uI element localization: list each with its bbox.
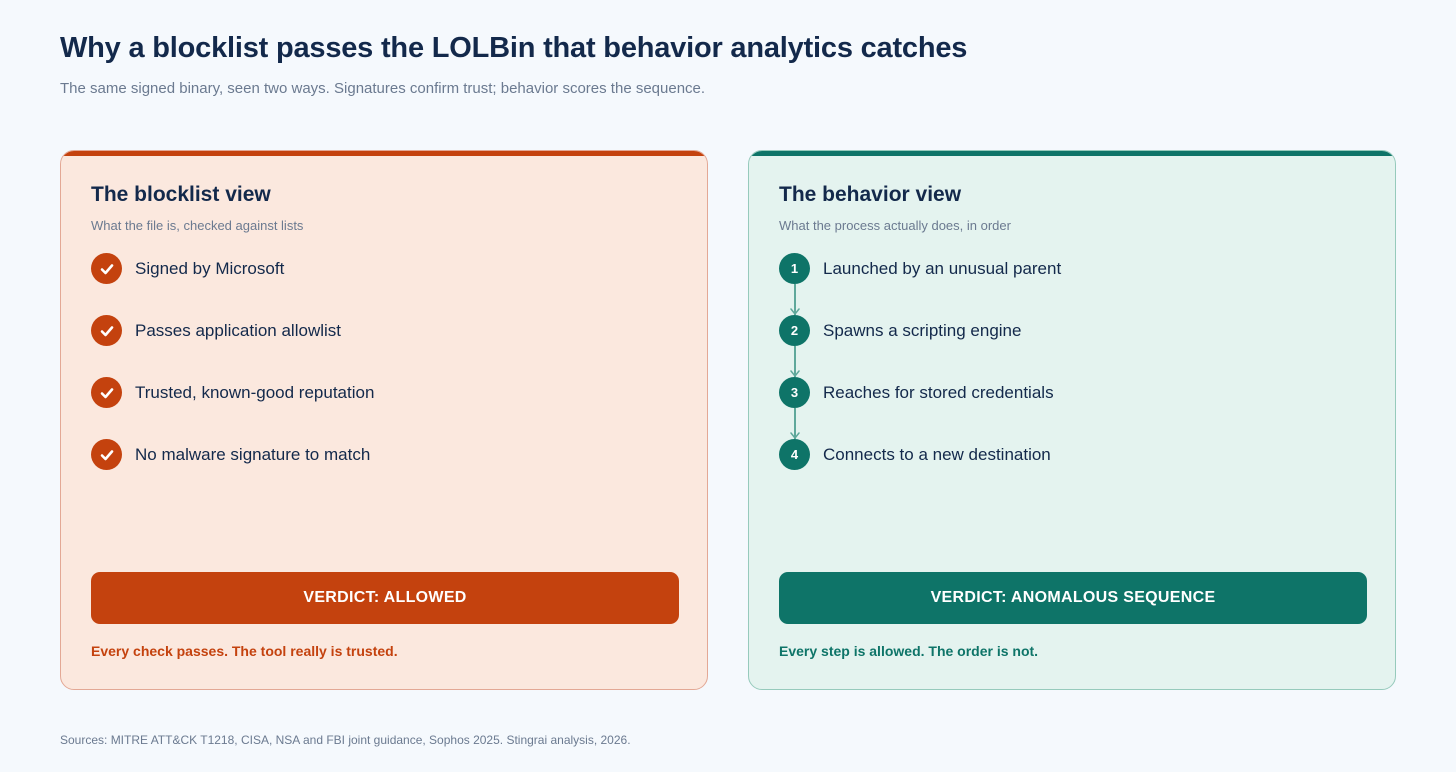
step-number-badge: 3 [779,377,810,408]
step-number-badge: 2 [779,315,810,346]
arrow-down-icon [790,308,800,315]
blocklist-check-label: Trusted, known-good reputation [135,383,375,402]
behavior-step-label: Reaches for stored credentials [823,383,1054,402]
blocklist-panel-subtitle: What the file is, checked against lists [91,218,304,233]
sources-footnote: Sources: MITRE ATT&CK T1218, CISA, NSA a… [60,733,631,747]
behavior-step-label: Connects to a new destination [823,445,1051,464]
blocklist-checks: Signed by Microsoft Passes application a… [91,253,671,501]
page-subtitle: The same signed binary, seen two ways. S… [60,80,706,97]
blocklist-check-item: Signed by Microsoft [91,253,671,315]
behavior-step-item: 4 Connects to a new destination [779,439,1359,501]
behavior-panel-title: The behavior view [779,183,962,206]
behavior-step-label: Spawns a scripting engine [823,321,1022,340]
page-title: Why a blocklist passes the LOLBin that b… [60,32,968,64]
blocklist-panel-title: The blocklist view [91,183,271,206]
behavior-verdict-note: Every step is allowed. The order is not. [779,643,1039,659]
step-connector-line [794,408,796,439]
blocklist-check-label: Passes application allowlist [135,321,341,340]
step-number-badge: 1 [779,253,810,284]
checkmark-circle-icon [91,253,122,284]
step-connector-line [794,284,796,315]
blocklist-check-label: Signed by Microsoft [135,259,285,278]
behavior-step-item: 1 Launched by an unusual parent [779,253,1359,315]
checkmark-circle-icon [91,315,122,346]
blocklist-accent-bar [61,151,707,156]
behavior-steps: 1 Launched by an unusual parent 2 Spawns… [779,253,1359,501]
arrow-down-icon [790,370,800,377]
behavior-step-item: 2 Spawns a scripting engine [779,315,1359,377]
behavior-panel: The behavior view What the process actua… [748,150,1396,690]
blocklist-check-label: No malware signature to match [135,445,371,464]
blocklist-check-item: Trusted, known-good reputation [91,377,671,439]
step-connector-line [794,346,796,377]
behavior-verdict-badge: VERDICT: ANOMALOUS SEQUENCE [779,572,1367,624]
behavior-panel-subtitle: What the process actually does, in order [779,218,1011,233]
behavior-step-item: 3 Reaches for stored credentials [779,377,1359,439]
blocklist-panel: The blocklist view What the file is, che… [60,150,708,690]
arrow-down-icon [790,432,800,439]
checkmark-circle-icon [91,439,122,470]
checkmark-circle-icon [91,377,122,408]
behavior-accent-bar [749,151,1395,156]
blocklist-check-item: No malware signature to match [91,439,671,501]
behavior-step-label: Launched by an unusual parent [823,259,1062,278]
blocklist-verdict-note: Every check passes. The tool really is t… [91,643,398,659]
blocklist-check-item: Passes application allowlist [91,315,671,377]
blocklist-verdict-badge: VERDICT: ALLOWED [91,572,679,624]
step-number-badge: 4 [779,439,810,470]
